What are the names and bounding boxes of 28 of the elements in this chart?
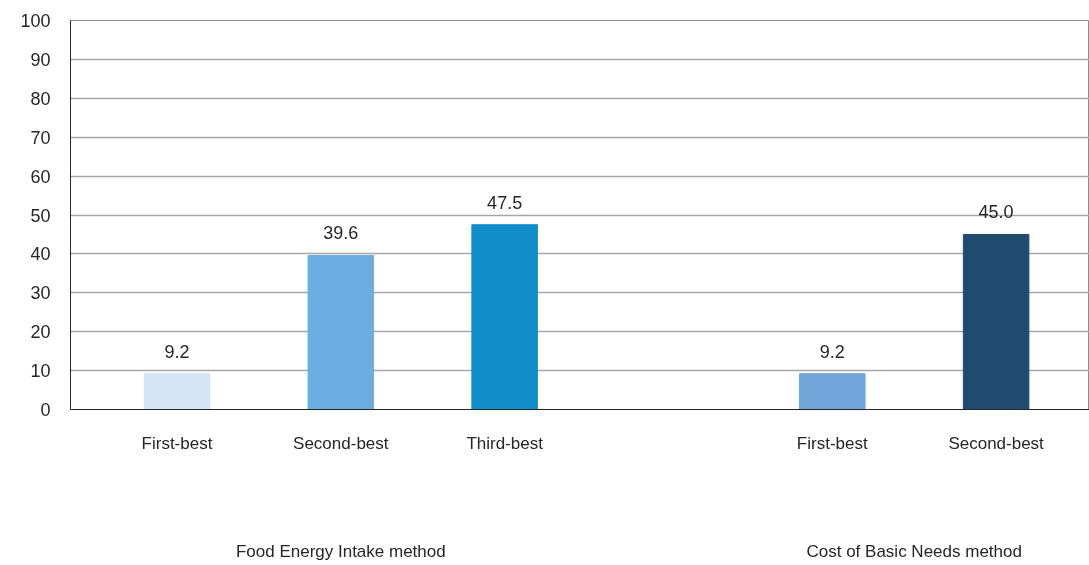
data-label: 9.2 [819, 341, 845, 362]
y-tick-label: 90 [30, 49, 51, 70]
bar [471, 224, 538, 410]
y-tick-label: 30 [30, 283, 51, 304]
y-tick-label: 50 [30, 205, 51, 226]
x-tick-label: Second-best [293, 433, 389, 453]
x-tick-label: First-best [796, 433, 868, 453]
text: Cost of Basic Needs method [806, 541, 1022, 561]
bar [143, 373, 211, 410]
y-tick-label: 40 [30, 244, 51, 265]
data-label: 9.2 [164, 341, 190, 362]
x-tick-label: Second-best [948, 433, 1045, 453]
bar [799, 373, 866, 410]
y-tick-label: 100 [20, 11, 51, 31]
bar [962, 233, 1030, 410]
x-tick-label: First-best [141, 433, 213, 453]
data-label: 39.6 [323, 223, 359, 244]
data-label: 45.0 [978, 202, 1014, 223]
bar [307, 254, 375, 410]
y-tick-label: 70 [30, 127, 51, 148]
y-tick-label: 10 [30, 361, 51, 382]
y-tick-label: 20 [30, 322, 51, 343]
data-label: 47.5 [487, 192, 523, 213]
y-tick-label: 0 [40, 400, 51, 420]
text: Food Energy Intake method [235, 541, 446, 561]
y-tick-label: 60 [30, 166, 51, 187]
x-tick-label: Third-best [466, 433, 544, 453]
y-tick-label: 80 [30, 88, 51, 109]
